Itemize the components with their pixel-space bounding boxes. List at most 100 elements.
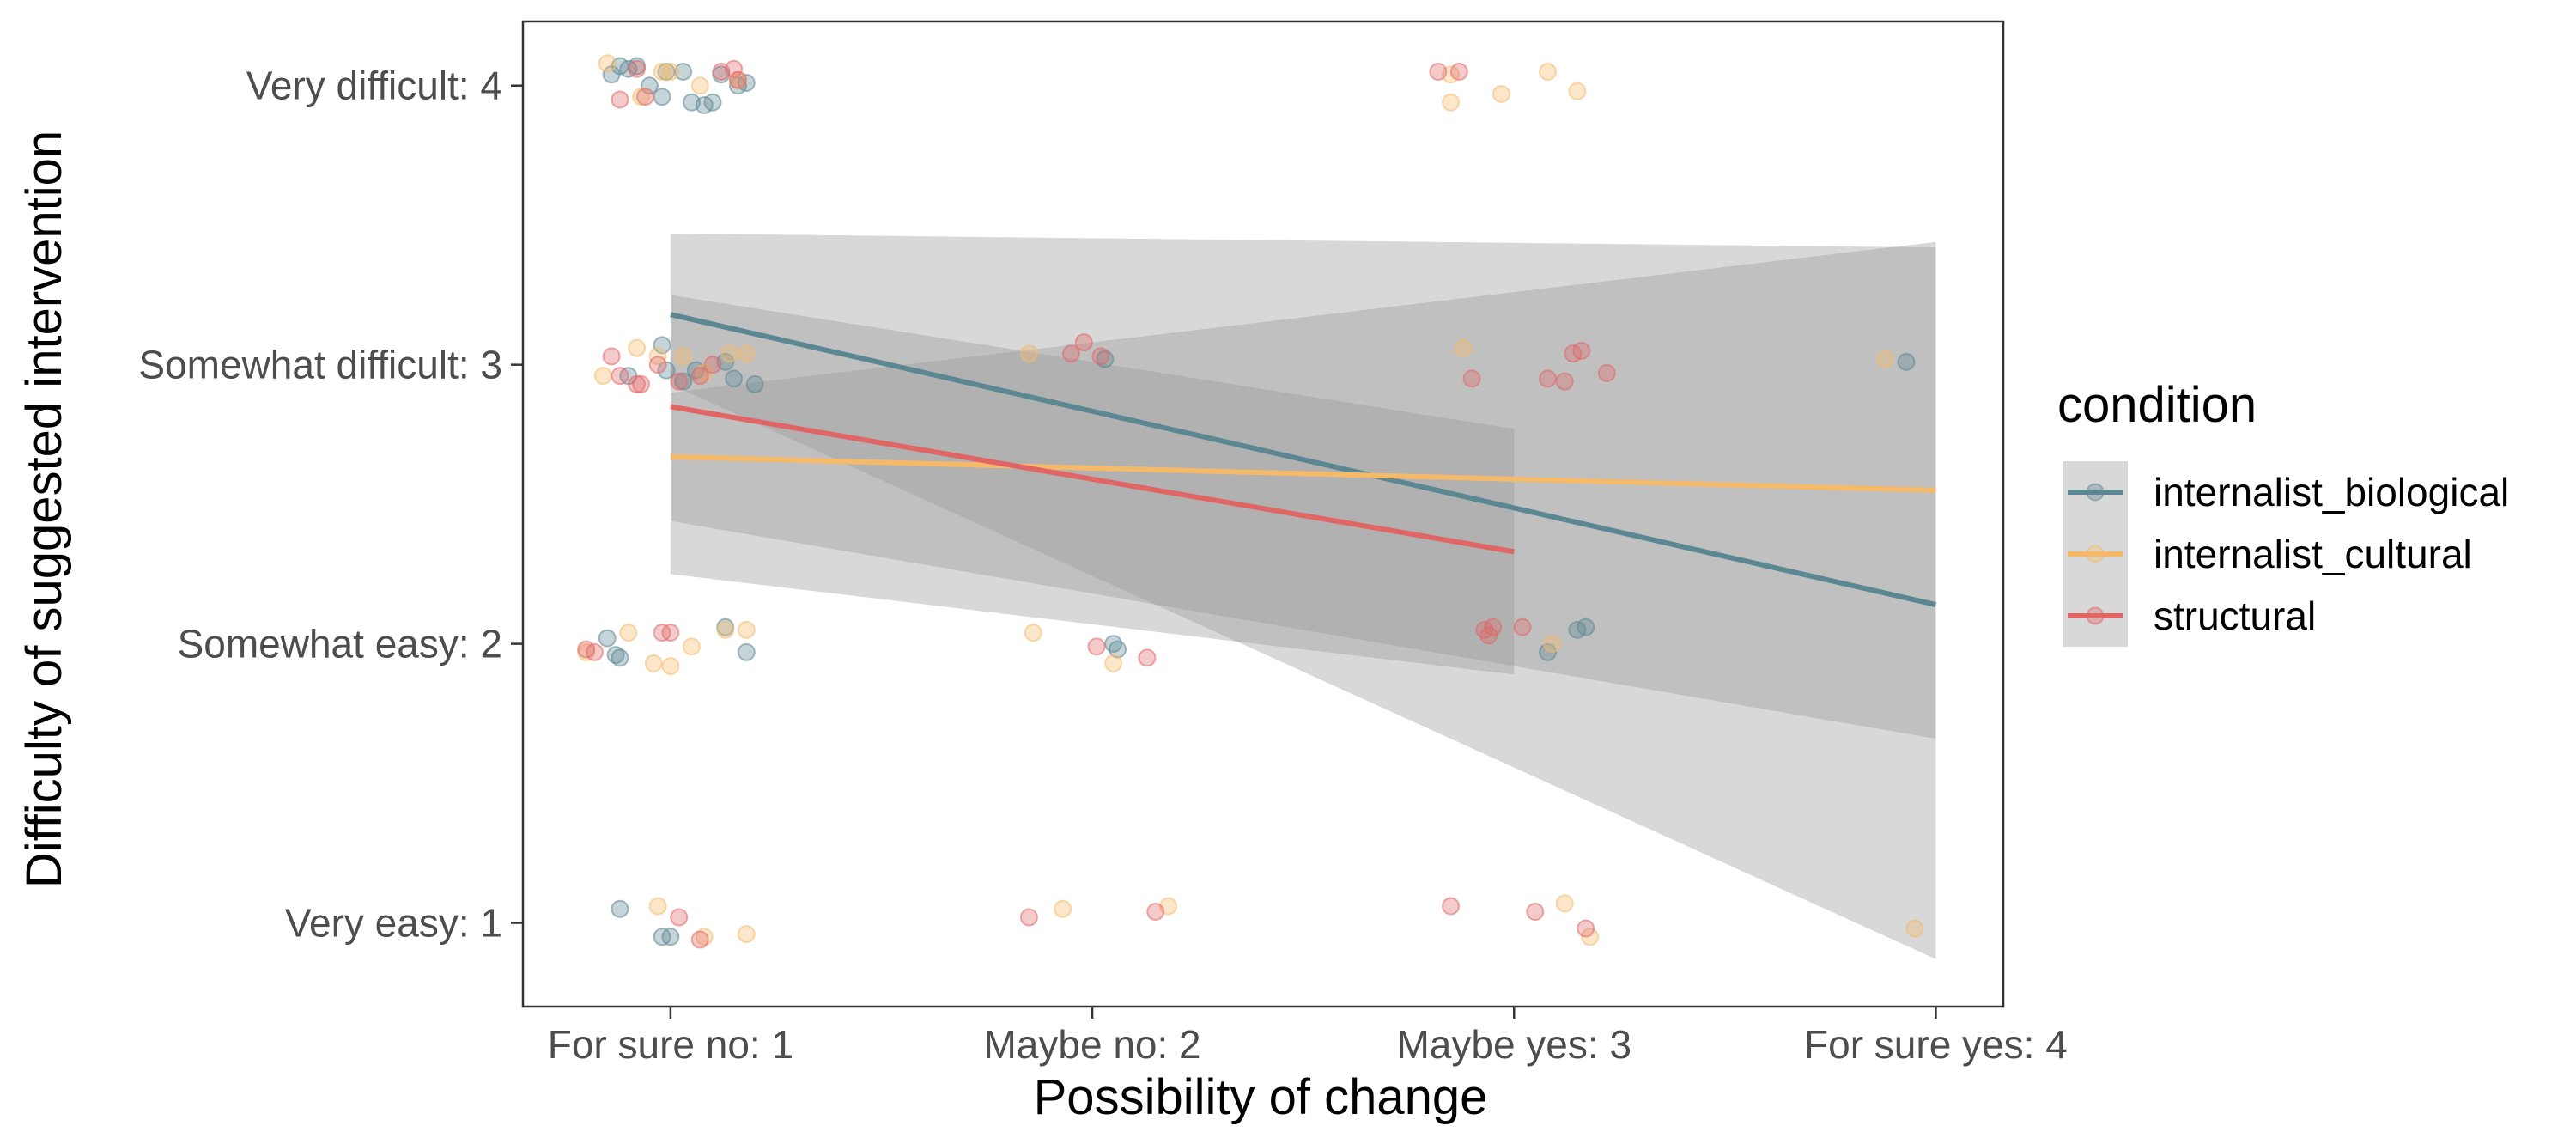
data-point [598,629,617,648]
data-point [593,367,612,386]
data-point [1019,344,1038,363]
data-point [1109,640,1127,659]
fit-line-structural [670,404,1515,555]
data-point [628,374,647,393]
data-point [1568,82,1587,100]
data-point [737,620,756,639]
data-point [1054,899,1072,918]
data-point [1555,372,1574,391]
data-point [1526,903,1545,922]
data-point [737,642,756,661]
x-axis: For sure no: 1 Maybe no: 2 Maybe yes: 3 For… [548,1007,2068,1067]
data-point [1024,624,1042,642]
data-point [598,54,617,73]
data-point [661,657,680,676]
data-point [1462,369,1481,388]
y-axis-title: Difficulty of suggested intervention [16,131,72,888]
data-point [703,93,722,112]
data-point [690,76,709,95]
data-point [1479,626,1498,645]
data-point [670,372,689,391]
data-point [720,344,739,363]
confidence-band-internalist_cultural [670,241,1936,739]
data-point [690,930,709,949]
legend-title: condition [2057,377,2257,433]
data-point [1449,62,1468,81]
data-point [1542,635,1561,654]
data-point [1492,84,1511,103]
legend-label: internalist_biological [2154,470,2509,514]
data-point [653,88,671,106]
data-point [1442,897,1461,916]
legend-key-point [2086,606,2105,625]
confidence-bands [670,233,1936,959]
x-tick-label: For sure no: 1 [548,1022,793,1067]
fit-line-internalist_biological [670,312,1937,608]
data-point [1577,618,1595,636]
data-point [1513,618,1532,636]
data-point [635,88,654,106]
data-point [682,637,701,656]
data-point [653,336,671,355]
data-points [577,54,1924,949]
data-point [674,62,693,81]
data-point [1539,369,1558,388]
data-point [1454,338,1473,357]
data-point [632,88,651,106]
legend-key-point [2086,483,2105,502]
legend-label: internalist_cultural [2154,532,2472,576]
data-point [737,925,756,944]
y-tick-label: Very difficult: 4 [246,64,502,108]
data-point [1897,352,1916,371]
data-point [1484,618,1503,636]
legend: condition internalist_biologicalinternal… [2057,377,2509,647]
data-point [628,59,647,78]
data-point [1019,908,1038,927]
data-point [661,928,680,946]
data-point [1555,894,1574,913]
data-point [1429,62,1448,81]
data-point [737,344,756,363]
data-point [585,642,604,661]
data-point [619,624,638,642]
data-point [674,372,693,391]
data-point [661,62,680,81]
data-point [1087,637,1106,656]
legend-key-point [2086,545,2105,563]
plot-panel-border [521,20,2005,1008]
data-point [716,620,735,639]
x-tick-label: Maybe no: 2 [983,1022,1200,1067]
y-tick-label: Very easy: 1 [285,901,502,946]
data-point [725,59,744,78]
confidence-band-internalist_biological [670,233,1936,959]
data-point [1074,333,1093,352]
data-point [644,654,663,672]
data-point [703,356,722,374]
confidence-band-structural [670,295,1515,675]
y-tick-label: Somewhat easy: 2 [178,622,502,666]
legend-items: internalist_biological internalist_cultur… [2063,461,2509,647]
x-tick-label: Maybe yes: 3 [1396,1022,1631,1067]
data-point [728,70,747,89]
data-point [670,908,689,927]
data-point [725,369,744,388]
data-point [1539,642,1558,661]
data-point [1572,341,1591,360]
data-point [1442,93,1461,112]
x-tick-label: For sure yes: 4 [1804,1022,2068,1067]
data-point [611,367,629,386]
data-point [674,347,693,366]
data-point [1581,928,1600,946]
data-point [632,374,651,393]
data-point [1875,350,1894,368]
data-point [745,374,764,393]
legend-label: structural [2154,593,2316,638]
data-point [648,897,667,916]
data-point [690,367,709,386]
data-point [648,356,667,374]
data-point [1146,903,1165,922]
data-point [1104,654,1123,672]
data-point [1091,347,1110,366]
data-point [611,899,629,918]
